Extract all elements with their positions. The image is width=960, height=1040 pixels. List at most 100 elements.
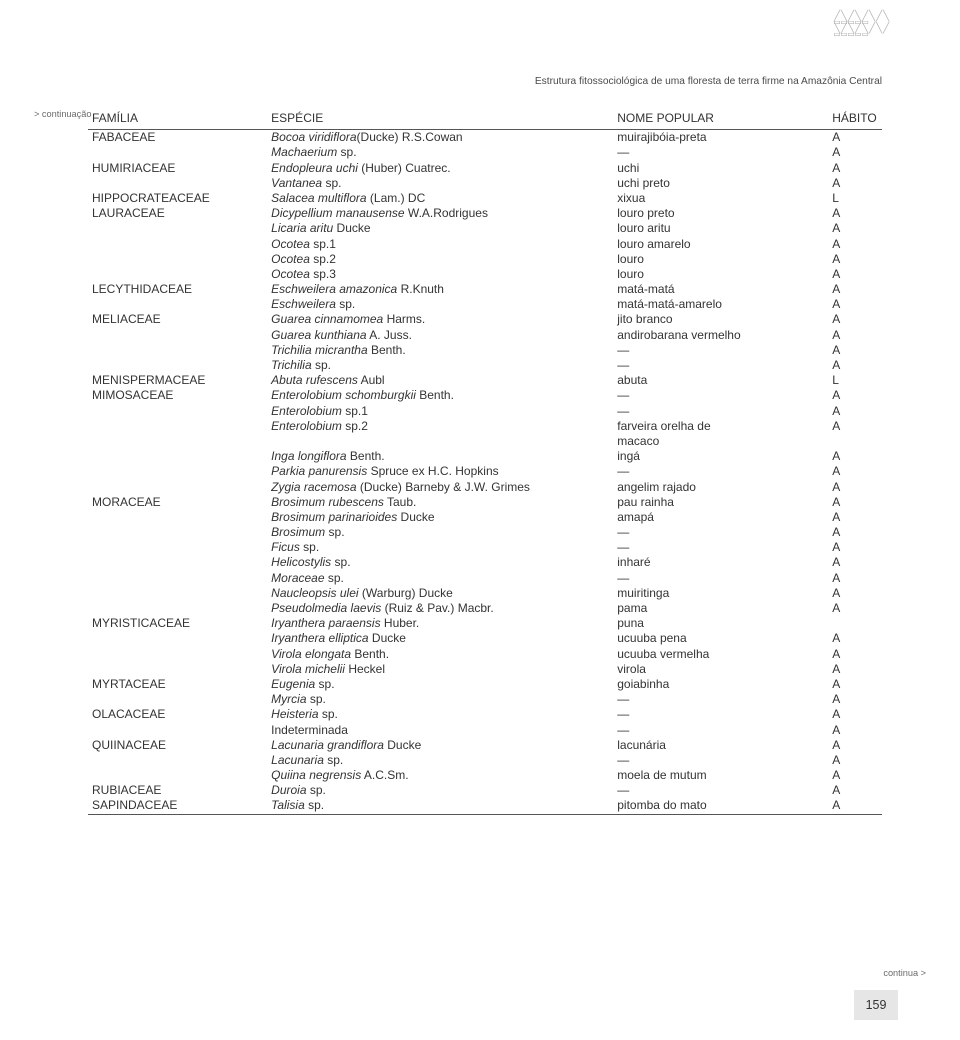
cell-popular: pama xyxy=(613,600,828,615)
cell-habito: A xyxy=(828,129,882,145)
table-row: MIMOSACEAEEnterolobium schomburgkii Bent… xyxy=(88,388,882,403)
cell-especie: Myrcia sp. xyxy=(267,692,613,707)
cell-especie: Zygia racemosa (Ducke) Barneby & J.W. Gr… xyxy=(267,479,613,494)
table-row: macaco xyxy=(88,433,882,448)
table-row: Pseudolmedia laevis (Ruiz & Pav.) Macbr.… xyxy=(88,600,882,615)
cell-popular: — xyxy=(613,752,828,767)
cell-habito: A xyxy=(828,707,882,722)
cell-especie: Brosimum rubescens Taub. xyxy=(267,494,613,509)
table-body: FABACEAEBocoa viridiflora(Ducke) R.S.Cow… xyxy=(88,129,882,815)
cell-familia xyxy=(88,145,267,160)
cell-habito: A xyxy=(828,221,882,236)
cell-popular: — xyxy=(613,388,828,403)
cell-habito: A xyxy=(828,266,882,281)
cell-familia xyxy=(88,403,267,418)
cell-familia xyxy=(88,251,267,266)
cell-familia: FABACEAE xyxy=(88,129,267,145)
table-row: HUMIRIACEAEEndopleura uchi (Huber) Cuatr… xyxy=(88,160,882,175)
table-row: Moraceae sp.—A xyxy=(88,570,882,585)
table-row: HIPPOCRATEACEAESalacea multiflora (Lam.)… xyxy=(88,190,882,205)
cell-habito xyxy=(828,616,882,631)
table-row: Virola elongata Benth.ucuuba vermelhaA xyxy=(88,646,882,661)
cell-especie: Abuta rufescens Aubl xyxy=(267,373,613,388)
table-row: MYRTACEAEEugenia sp.goiabinhaA xyxy=(88,676,882,691)
cell-habito: A xyxy=(828,418,882,433)
table-row: MORACEAEBrosimum rubescens Taub.pau rain… xyxy=(88,494,882,509)
cell-familia: MORACEAE xyxy=(88,494,267,509)
cell-especie: Parkia panurensis Spruce ex H.C. Hopkins xyxy=(267,464,613,479)
cell-popular: louro xyxy=(613,266,828,281)
table-row: Myrcia sp.—A xyxy=(88,692,882,707)
table-row: Virola michelii HeckelvirolaA xyxy=(88,661,882,676)
cell-especie: Bocoa viridiflora(Ducke) R.S.Cowan xyxy=(267,129,613,145)
cell-habito: A xyxy=(828,509,882,524)
cell-popular: — xyxy=(613,145,828,160)
cell-especie: Pseudolmedia laevis (Ruiz & Pav.) Macbr. xyxy=(267,600,613,615)
cell-popular: lacunária xyxy=(613,737,828,752)
table-row: Indeterminada—A xyxy=(88,722,882,737)
cell-especie: Endopleura uchi (Huber) Cuatrec. xyxy=(267,160,613,175)
cell-popular: moela de mutum xyxy=(613,767,828,782)
cell-especie: Brosimum parinarioides Ducke xyxy=(267,509,613,524)
cell-habito: A xyxy=(828,646,882,661)
cell-familia xyxy=(88,464,267,479)
cell-popular: ingá xyxy=(613,449,828,464)
cell-especie: Guarea cinnamomea Harms. xyxy=(267,312,613,327)
cell-habito: A xyxy=(828,600,882,615)
cell-especie: Lacunaria sp. xyxy=(267,752,613,767)
cell-habito: A xyxy=(828,251,882,266)
table-row: Enterolobium sp.1—A xyxy=(88,403,882,418)
table-row: OLACACEAEHeisteria sp.—A xyxy=(88,707,882,722)
cell-familia xyxy=(88,509,267,524)
cell-familia xyxy=(88,357,267,372)
table-row: Ocotea sp.3louroA xyxy=(88,266,882,281)
table-row: Zygia racemosa (Ducke) Barneby & J.W. Gr… xyxy=(88,479,882,494)
cell-habito: L xyxy=(828,190,882,205)
table-row: Machaerium sp.—A xyxy=(88,145,882,160)
cell-especie xyxy=(267,433,613,448)
cell-especie: Duroia sp. xyxy=(267,783,613,798)
cell-popular: matá-matá xyxy=(613,281,828,296)
cell-popular: — xyxy=(613,403,828,418)
table-row: Enterolobium sp.2farveira orelha deA xyxy=(88,418,882,433)
cell-habito: A xyxy=(828,783,882,798)
cell-popular: andirobarana vermelho xyxy=(613,327,828,342)
cell-popular: farveira orelha de xyxy=(613,418,828,433)
cell-especie: Ocotea sp.2 xyxy=(267,251,613,266)
cell-familia xyxy=(88,449,267,464)
table-row: LAURACEAEDicypellium manausense W.A.Rodr… xyxy=(88,206,882,221)
cell-habito: A xyxy=(828,555,882,570)
cell-habito: A xyxy=(828,236,882,251)
cell-especie: Naucleopsis ulei (Warburg) Ducke xyxy=(267,585,613,600)
cell-especie: Ocotea sp.1 xyxy=(267,236,613,251)
cell-popular: — xyxy=(613,357,828,372)
cell-habito: A xyxy=(828,570,882,585)
table-row: Ficus sp.—A xyxy=(88,540,882,555)
table-row: QUIINACEAELacunaria grandiflora Duckelac… xyxy=(88,737,882,752)
cell-familia xyxy=(88,540,267,555)
cell-familia xyxy=(88,646,267,661)
cell-habito: A xyxy=(828,692,882,707)
cell-habito: A xyxy=(828,798,882,815)
corner-ornament-icon: ╱╲╱╲╱╲╱╲ ▭▭▭▭▭ ╲╱╲╱╲╱╲╱ ▭▭▭▭▭ xyxy=(834,14,906,64)
cell-habito: A xyxy=(828,464,882,479)
cell-familia: RUBIACEAE xyxy=(88,783,267,798)
table-row: FABACEAEBocoa viridiflora(Ducke) R.S.Cow… xyxy=(88,129,882,145)
cell-popular: pau rainha xyxy=(613,494,828,509)
table-row: MELIACEAEGuarea cinnamomea Harms.jito br… xyxy=(88,312,882,327)
cell-especie: Enterolobium schomburgkii Benth. xyxy=(267,388,613,403)
cell-familia: LAURACEAE xyxy=(88,206,267,221)
cell-popular: uchi preto xyxy=(613,175,828,190)
cell-especie: Virola michelii Heckel xyxy=(267,661,613,676)
cell-popular: virola xyxy=(613,661,828,676)
cell-familia xyxy=(88,752,267,767)
cell-habito: A xyxy=(828,145,882,160)
cell-popular: louro xyxy=(613,251,828,266)
cell-popular: amapá xyxy=(613,509,828,524)
cell-especie: Enterolobium sp.2 xyxy=(267,418,613,433)
cell-especie: Indeterminada xyxy=(267,722,613,737)
cell-habito: A xyxy=(828,312,882,327)
cell-habito: A xyxy=(828,479,882,494)
table-row: RUBIACEAEDuroia sp.—A xyxy=(88,783,882,798)
cell-habito: A xyxy=(828,540,882,555)
